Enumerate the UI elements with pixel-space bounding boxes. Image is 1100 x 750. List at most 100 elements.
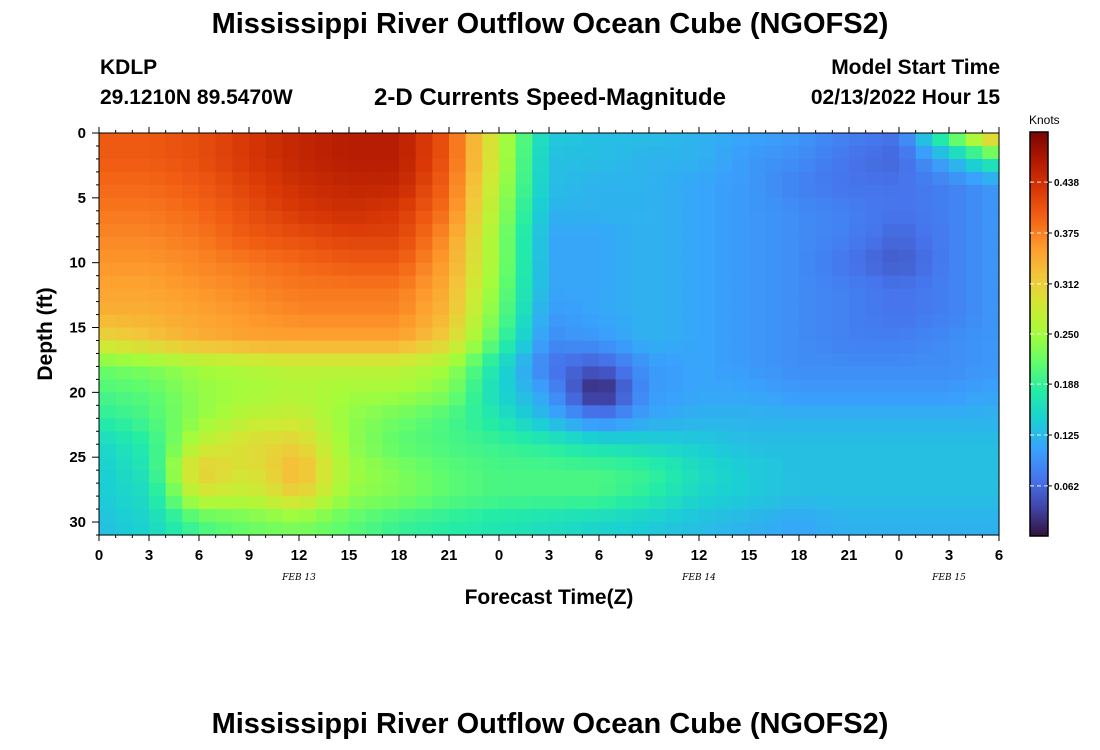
heatmap-cell [715, 496, 733, 510]
heatmap-cell [315, 483, 333, 497]
heatmap-cell [165, 197, 183, 212]
heatmap-cell [182, 405, 200, 419]
heatmap-cell [299, 444, 317, 458]
heatmap-cell [499, 470, 517, 484]
heatmap-cell [765, 145, 783, 160]
heatmap-cell [682, 288, 700, 303]
heatmap-cell [299, 223, 317, 238]
heatmap-cell [782, 262, 800, 277]
heatmap-cell [782, 133, 800, 147]
heatmap-cell [615, 236, 633, 251]
heatmap-cell [982, 314, 1000, 329]
heatmap-cell [915, 496, 933, 510]
heatmap-cell [499, 184, 517, 199]
heatmap-cell [249, 509, 267, 523]
heatmap-cell [782, 366, 800, 380]
x-tick-label: 12 [291, 547, 308, 564]
heatmap-cell [465, 405, 483, 419]
heatmap-cell [515, 340, 533, 355]
heatmap-cell [882, 379, 900, 393]
heatmap-cell [865, 184, 883, 199]
heatmap-cell [949, 340, 967, 355]
heatmap-cell [865, 418, 883, 432]
heatmap-cell [715, 418, 733, 432]
heatmap-cell [665, 171, 683, 186]
heatmap-cell [682, 301, 700, 316]
heatmap-cell [499, 197, 517, 212]
heatmap-cell [599, 392, 617, 406]
heatmap-cell [249, 392, 267, 406]
heatmap-cell [665, 457, 683, 471]
heatmap-cell [482, 133, 500, 147]
heatmap-cell [482, 223, 500, 238]
heatmap-cell [915, 184, 933, 199]
heatmap-cell [965, 470, 983, 484]
heatmap-cell [565, 133, 583, 147]
heatmap-cell [399, 145, 417, 160]
heatmap-cell [649, 145, 667, 160]
heatmap-cell [99, 327, 117, 342]
heatmap-cell [582, 470, 600, 484]
heatmap-cell [449, 133, 467, 147]
heatmap-cell [199, 392, 217, 406]
heatmap-cell [99, 366, 117, 380]
heatmap-cell [699, 249, 717, 264]
heatmap-cell [899, 405, 917, 419]
x-tick-label: 3 [945, 547, 953, 564]
heatmap-cell [449, 353, 467, 368]
heatmap-cell [182, 236, 200, 251]
heatmap-cell [699, 301, 717, 316]
heatmap-cell [465, 522, 483, 536]
heatmap-cell [199, 483, 217, 497]
heatmap-cell [532, 340, 550, 355]
heatmap-cell [882, 158, 900, 173]
heatmap-cell [749, 522, 767, 536]
heatmap-cell [882, 184, 900, 199]
heatmap-cell [232, 392, 250, 406]
heatmap-cell [632, 392, 650, 406]
heatmap-cell [982, 327, 1000, 342]
heatmap-cell [899, 509, 917, 523]
heatmap-cell [932, 314, 950, 329]
heatmap-cell [249, 262, 267, 277]
heatmap-cell [515, 275, 533, 290]
heatmap-cell [615, 210, 633, 225]
heatmap-cell [199, 262, 217, 277]
heatmap-cell [949, 236, 967, 251]
heatmap-cell [99, 483, 117, 497]
heatmap-cell [249, 158, 267, 173]
heatmap-cell [815, 171, 833, 186]
heatmap-cell [799, 275, 817, 290]
heatmap-cell [482, 470, 500, 484]
heatmap-cell [399, 288, 417, 303]
heatmap-cell [115, 288, 133, 303]
heatmap-cell [99, 262, 117, 277]
heatmap-cell [399, 327, 417, 342]
heatmap-cell [715, 314, 733, 329]
heatmap-cell [632, 496, 650, 510]
heatmap-cell [882, 327, 900, 342]
date-label: FEB 14 [681, 573, 716, 583]
heatmap-cell [399, 444, 417, 458]
heatmap-cell [699, 470, 717, 484]
heatmap-cell [365, 145, 383, 160]
heatmap-cell [449, 327, 467, 342]
heatmap-cell [482, 340, 500, 355]
heatmap-cell [199, 405, 217, 419]
heatmap-cell [482, 171, 500, 186]
heatmap-cell [549, 509, 567, 523]
heatmap-cell [632, 522, 650, 536]
heatmap-cell [699, 262, 717, 277]
heatmap-cell [565, 249, 583, 264]
heatmap-cell [915, 457, 933, 471]
heatmap-cell [465, 340, 483, 355]
heatmap-cell [582, 275, 600, 290]
heatmap-cell [815, 262, 833, 277]
heatmap-cell [232, 496, 250, 510]
heatmap-cell [832, 496, 850, 510]
heatmap-cell [432, 340, 450, 355]
heatmap-cell [449, 262, 467, 277]
heatmap-cell [699, 522, 717, 536]
heatmap-cell [565, 483, 583, 497]
heatmap-cell [349, 314, 367, 329]
